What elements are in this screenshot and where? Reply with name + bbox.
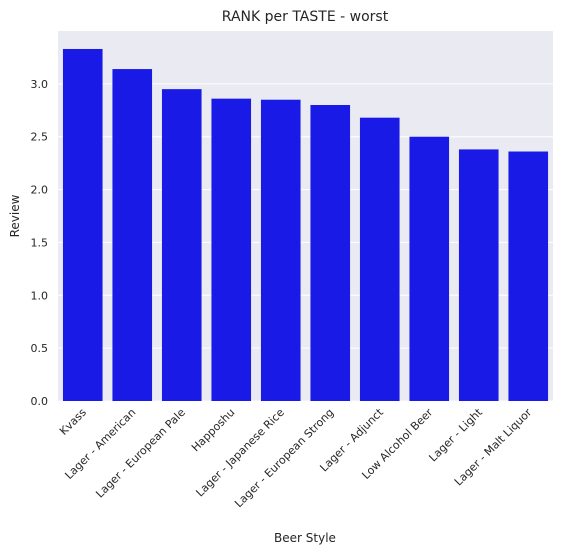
bar: [62, 48, 103, 401]
bar: [112, 69, 153, 402]
y-tick-label: 1.0: [31, 289, 49, 302]
x-tick-label: Lager - European Pale: [93, 406, 188, 501]
bar: [409, 136, 450, 401]
bar: [161, 89, 202, 402]
bar: [260, 99, 301, 401]
bar: [458, 149, 499, 401]
y-tick-labels: 0.0 0.5 1.0 1.5 2.0 2.5 3.0: [31, 78, 49, 408]
bar: [310, 105, 351, 401]
bar: [508, 151, 549, 401]
bar: [211, 98, 252, 402]
x-tick-label: Happoshu: [189, 406, 237, 454]
x-axis-label: Beer Style: [274, 531, 336, 545]
bar: [359, 117, 400, 401]
y-tick-label: 2.0: [31, 184, 49, 197]
x-tick-label: Lager - European Strong: [232, 406, 336, 510]
y-tick-label: 2.5: [31, 131, 49, 144]
y-tick-label: 0.0: [31, 395, 49, 408]
y-tick-label: 0.5: [31, 342, 49, 355]
bars: [62, 48, 549, 402]
y-axis-label: Review: [8, 194, 22, 237]
x-tick-label: Kvass: [57, 406, 89, 438]
y-tick-label: 1.5: [31, 236, 49, 249]
x-tick-label: Lager - Japanese Rice: [193, 406, 287, 500]
y-tick-label: 3.0: [31, 78, 49, 91]
chart-title: RANK per TASTE - worst: [222, 9, 389, 25]
